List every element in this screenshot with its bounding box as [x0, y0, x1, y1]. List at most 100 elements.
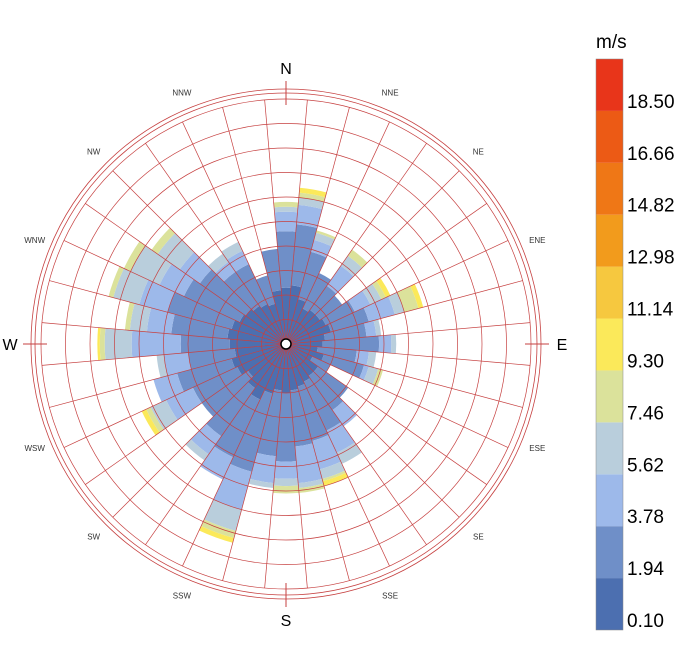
spoke-185	[264, 343, 287, 589]
center-hub	[280, 338, 292, 350]
rose-segment-240-1	[192, 366, 242, 404]
rose-segment-70-1	[328, 307, 369, 332]
spoke-285	[49, 280, 287, 345]
rose-segment-270-2	[131, 330, 182, 358]
rose-segment-320-3	[208, 253, 229, 273]
legend-tick-5: 9.30	[627, 351, 664, 372]
rose-segment-290-0	[231, 320, 286, 344]
spoke-25	[285, 121, 390, 345]
spoke-75	[285, 280, 523, 345]
direction-label-se: SE	[473, 532, 484, 541]
rose-segment-100-1	[316, 346, 357, 363]
legend-swatch-9	[596, 110, 623, 163]
spoke-95	[285, 343, 531, 366]
rose-segment-160-4	[322, 470, 347, 482]
rose-segment-220-1	[206, 382, 256, 437]
rose-segment-20-1	[298, 251, 327, 302]
rose-segment-290-2	[139, 279, 175, 313]
rose-segment-170-4	[298, 483, 325, 493]
rose-segment-240-5	[141, 409, 160, 436]
direction-label-sw: SW	[87, 532, 100, 541]
rose-segment-200-5	[199, 526, 235, 543]
rose-segment-290-3	[113, 268, 149, 305]
rose-segment-310-0	[245, 309, 286, 344]
rose-segment-40-0	[286, 309, 316, 344]
legend-tick-0: 0.10	[627, 611, 664, 632]
spoke-205	[182, 343, 287, 567]
grid-ring-6	[138, 196, 434, 492]
rose-segment-120-1	[310, 356, 331, 373]
rose-segment-120-0	[286, 344, 313, 361]
rose-segment-20-3	[313, 232, 335, 247]
spoke-235	[85, 343, 287, 485]
direction-label-wnw: WNW	[24, 236, 45, 245]
rose-segment-40-1	[309, 285, 337, 315]
rose-segment-270-0	[229, 339, 286, 349]
rose-segment-60-1	[322, 300, 355, 326]
rose-segment-0-0	[281, 287, 291, 344]
rose-segment-300-2	[159, 263, 194, 297]
direction-labels: N NNE NE ENE E ESE SE SSE S SSW SW WSW W WNW NW NNW	[2, 61, 567, 630]
rose-segment-290-1	[167, 292, 235, 330]
rose-segment-310-1	[199, 269, 252, 316]
grid-ring-8	[89, 147, 483, 541]
spoke-325	[145, 143, 287, 345]
rose-segment-230-0	[247, 344, 286, 377]
direction-label-ese: ESE	[529, 444, 545, 453]
rose-segment-180-2	[274, 461, 298, 479]
rose-segment-190-3	[248, 478, 274, 488]
rose-segment-270-4	[99, 327, 106, 361]
rose-segment-180-3	[273, 478, 299, 487]
polar-grid	[23, 81, 549, 607]
legend-swatch-5	[596, 318, 623, 371]
rose-segment-80-3	[373, 319, 382, 337]
spoke-335	[182, 121, 287, 345]
rose-segment-280-3	[129, 303, 152, 332]
rose-segment-180-1	[275, 392, 297, 462]
rose-segment-300-4	[123, 241, 146, 272]
direction-label-sse: SSE	[382, 591, 398, 600]
spoke-65	[285, 240, 509, 345]
spoke-135	[285, 343, 460, 518]
rose-segment-270-1	[180, 334, 230, 354]
rose-segment-70-2	[363, 296, 395, 322]
spoke-225	[112, 343, 287, 518]
rose-segment-320-1	[223, 271, 260, 312]
direction-label-w: W	[2, 337, 18, 354]
rose-segment-150-3	[336, 442, 362, 464]
rose-segment-90-2	[378, 334, 392, 354]
legend-tick-7: 12.98	[627, 248, 675, 269]
grid-ring-4	[187, 245, 385, 443]
spoke-315	[112, 170, 287, 345]
legend-swatch-3	[596, 422, 623, 475]
rose-segment-250-2	[153, 373, 184, 402]
grid-ring-3	[212, 270, 360, 418]
rose-segment-200-2	[213, 463, 252, 510]
legend-tick-8: 14.82	[627, 196, 675, 217]
legend-swatch-7	[596, 214, 623, 267]
direction-label-e: E	[557, 337, 568, 354]
rose-segment-30-0	[286, 308, 309, 344]
spoke-5	[285, 99, 308, 345]
rose-segment-100-2	[354, 350, 369, 366]
rose-segment-140-2	[332, 401, 358, 427]
rose-segment-10-5	[299, 187, 327, 198]
legend-swatch-8	[596, 162, 623, 215]
direction-label-nnw: NNW	[172, 89, 192, 98]
rose-segment-40-2	[326, 265, 354, 294]
rose-segment-160-2	[311, 435, 341, 470]
rose-segment-330-0	[260, 304, 286, 344]
rose-segment-60-2	[348, 290, 371, 312]
spoke-345	[222, 107, 287, 345]
grid-ring-5	[163, 221, 409, 467]
rose-segment-260-1	[188, 348, 237, 370]
rose-segment-240-4	[146, 407, 164, 433]
spoke-125	[285, 343, 487, 485]
grid-ring-1	[261, 319, 311, 369]
rose-segment-140-0	[286, 344, 314, 377]
rose-segment-310-2	[179, 252, 212, 284]
legend-swatch-10	[596, 59, 623, 111]
grid-ring-9	[65, 123, 507, 565]
spoke-255	[49, 343, 287, 408]
